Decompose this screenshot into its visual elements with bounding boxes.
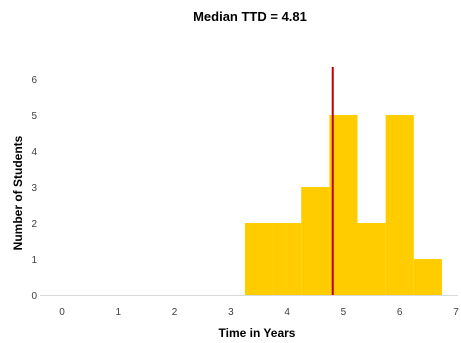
x-tick-labels: 0 1 2 3 4 5 6 7 — [59, 307, 459, 318]
x-axis-label: Time in Years — [219, 326, 296, 340]
chart-title: Median TTD = 4.81 — [193, 9, 307, 24]
x-tick-label-5: 5 — [341, 307, 347, 318]
y-tick-labels: 0 1 2 3 4 5 6 — [31, 75, 37, 302]
y-tick-label-6: 6 — [31, 75, 37, 86]
bar-bin-5 — [385, 115, 414, 295]
x-tick-label-2: 2 — [172, 307, 178, 318]
bar-bin-2 — [301, 187, 330, 295]
y-tick-label-0: 0 — [31, 291, 37, 302]
y-tick-label-3: 3 — [31, 183, 37, 194]
bar-bin-6 — [413, 259, 442, 295]
bars-group — [244, 115, 442, 295]
y-axis-label: Number of Students — [11, 135, 25, 250]
x-tick-label-3: 3 — [228, 307, 234, 318]
x-tick-label-7: 7 — [453, 307, 459, 318]
y-tick-label-2: 2 — [31, 219, 37, 230]
x-tick-label-6: 6 — [397, 307, 403, 318]
x-tick-label-4: 4 — [284, 307, 290, 318]
y-tick-label-4: 4 — [31, 147, 37, 158]
bar-bin-0 — [244, 223, 274, 295]
bar-bin-4 — [357, 223, 386, 295]
x-tick-label-1: 1 — [116, 307, 122, 318]
x-tick-label-0: 0 — [59, 307, 65, 318]
bar-bin-1 — [273, 223, 302, 295]
y-tick-label-1: 1 — [31, 255, 37, 266]
bar-bin-3 — [329, 115, 358, 295]
y-tick-label-5: 5 — [31, 111, 37, 122]
